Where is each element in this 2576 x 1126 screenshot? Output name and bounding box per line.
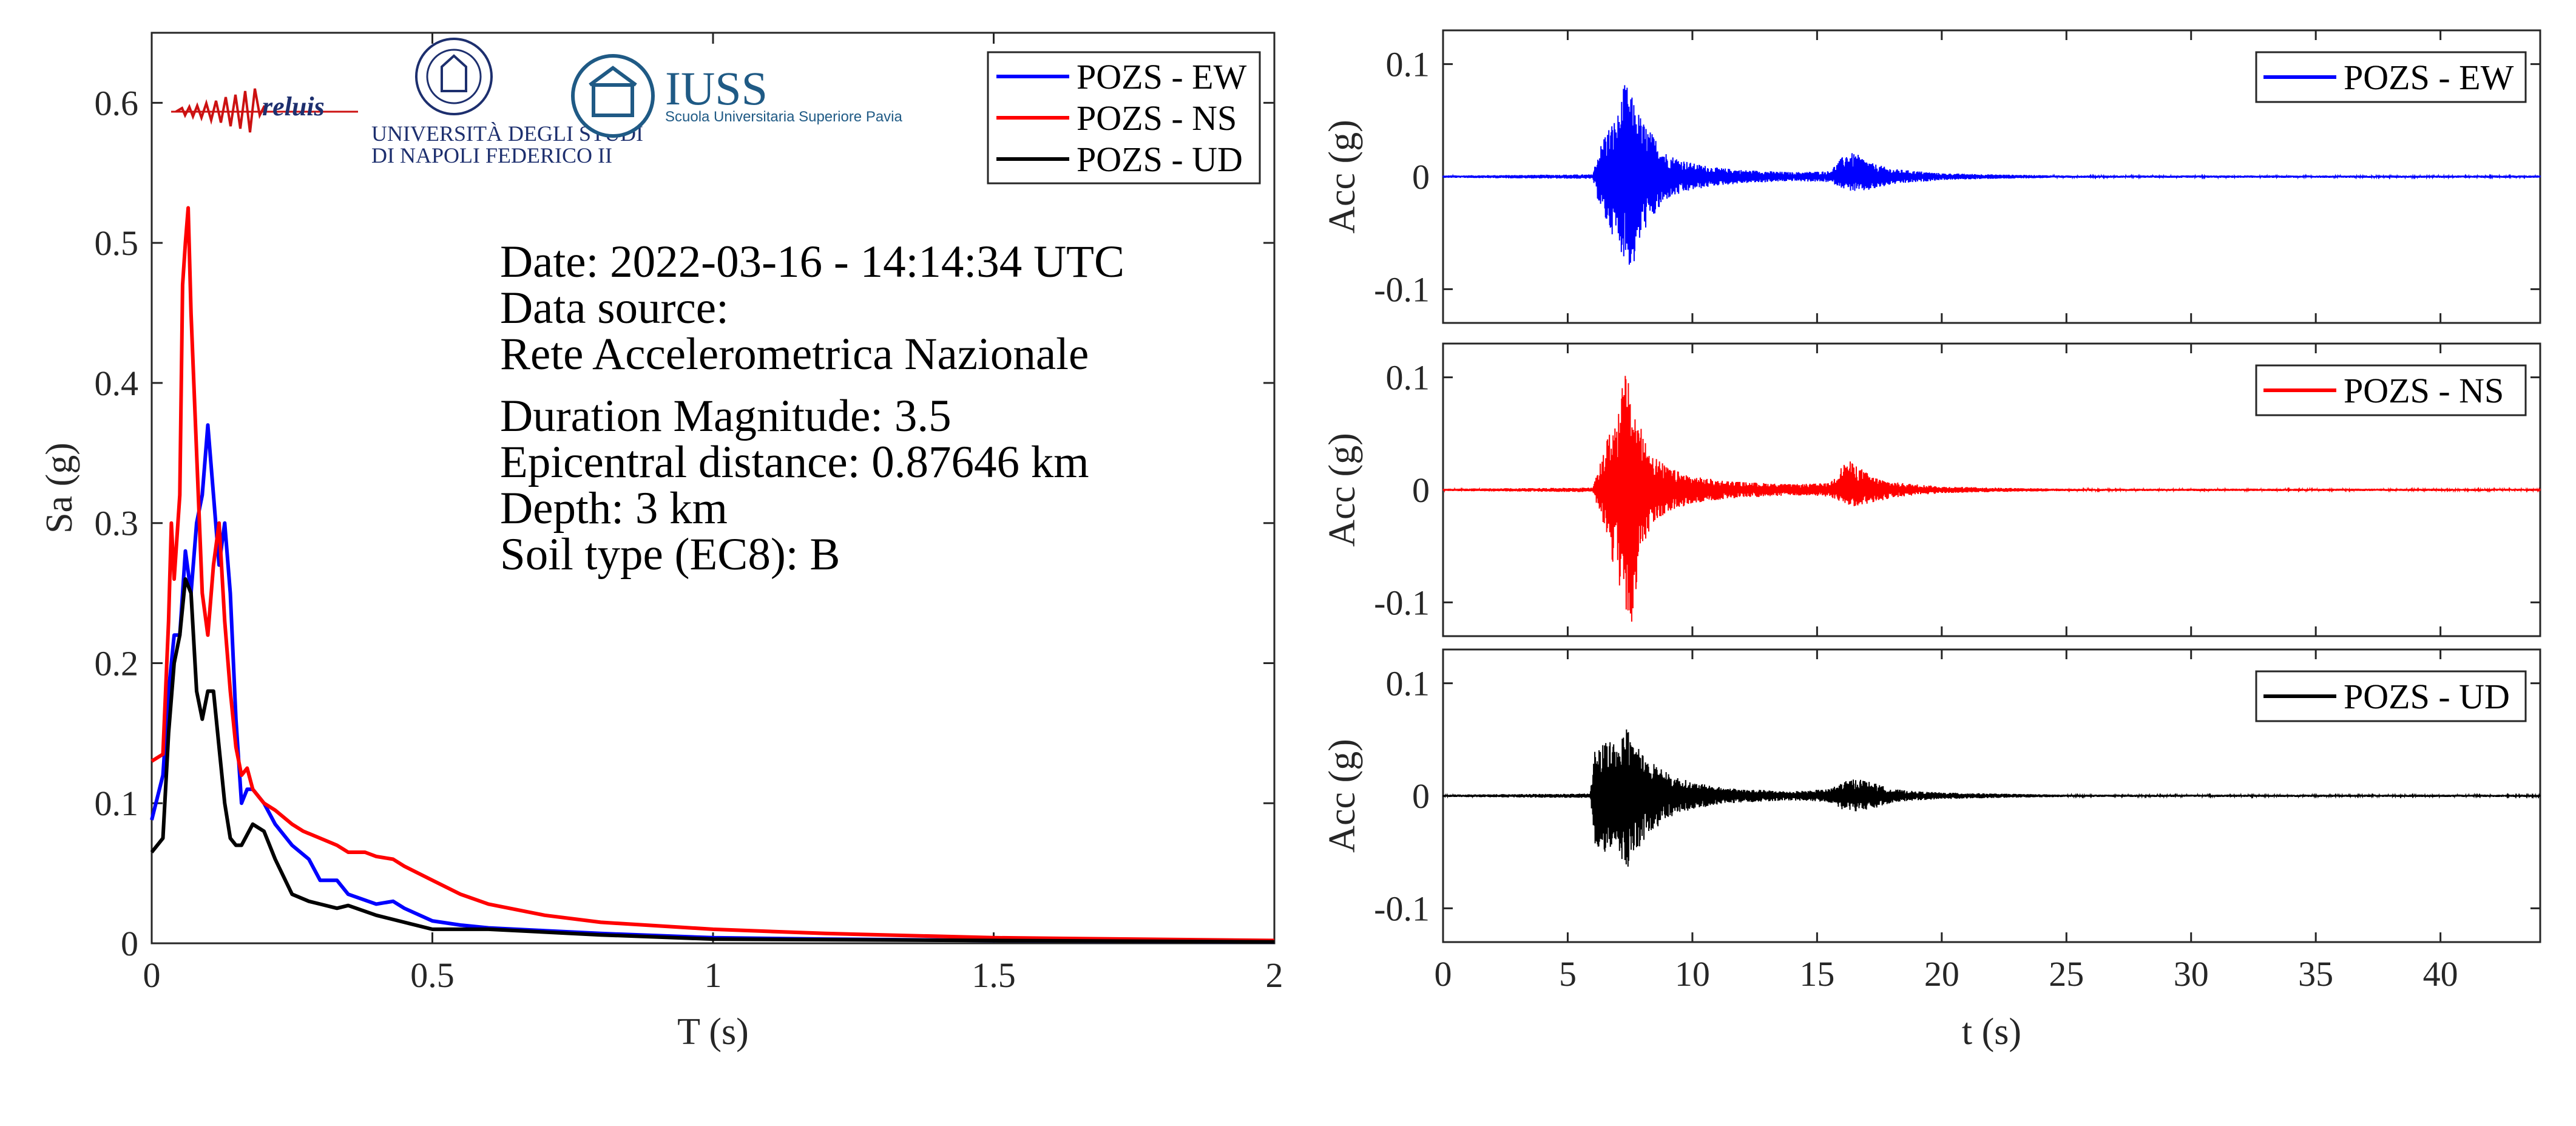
acc-ns-ytick-label: -0.1 [1374,583,1430,622]
acc-ud-xtick-label: 20 [1924,954,1959,994]
spectrum-ytick-label: 0.3 [95,504,139,543]
acc-ud-xtick-label: 35 [2298,954,2333,994]
acc-ew-ytick-label: 0.1 [1386,45,1430,84]
spectrum-xtick-label: 2 [1266,955,1283,995]
acc-ns-series [1442,376,2541,622]
spectrum-ytick-label: 0.2 [95,643,139,683]
spectrum-xtick-label: 1.5 [972,955,1016,995]
spectrum-legend-label-3: POZS - UD [1077,140,1243,179]
acc-ud-legend: POZS - UD [2255,670,2527,722]
iuss-logo-subtitle: Scuola Universitaria Superiore Pavia [665,109,903,125]
iuss-emblem-roof [589,66,637,87]
acc-ud-xtick-label: 15 [1799,954,1834,994]
iuss-logo: IUSS Scuola Universitaria Superiore Pavi… [571,54,903,138]
acc-ud-xtick-label: 40 [2423,954,2458,994]
info-depth: Depth: 3 km [500,483,728,534]
acc-ew-ytick-label: -0.1 [1374,270,1430,309]
acc-ud-legend-label: POZS - UD [2344,677,2510,716]
acc-ns-legend-label: POZS - NS [2344,371,2504,410]
info-date: Date: 2022-03-16 - 14:14:34 UTC [500,237,1124,287]
acc-ud-xtick-label: 5 [1559,954,1577,994]
spectrum-legend-label-2: POZS - NS [1077,98,1237,138]
iuss-logo-text: IUSS [665,62,768,115]
spectrum-xtick-label: 1 [705,955,722,995]
spectrum-series-line-3 [150,577,1275,944]
info-magnitude: Duration Magnitude: 3.5 [500,391,952,441]
acc-ud-ytick-label: 0.1 [1386,664,1430,704]
spectrum-panel: 0 0.5 1 1.5 200.10.20.30.40.50.6 reluis UNIV… [39,32,1283,1053]
acc-ew-legend-label: POZS - EW [2344,58,2514,97]
event-info: Date: 2022-03-16 - 14:14:34 UTC Data sou… [500,237,1124,580]
spectrum-xtick-label: 0.5 [410,955,455,995]
acc-ud-ytick-label: -0.1 [1374,889,1430,928]
info-distance: Epicentral distance: 0.87646 km [500,437,1089,487]
acc-ud-series [1442,729,2541,867]
unina-seal-inner [426,49,482,104]
acc-ew-ylabel: Acc (g) [1322,120,1363,234]
spectrum-ytick-label: 0.6 [95,83,139,123]
acc-ns-ylabel: Acc (g) [1322,433,1363,547]
spectrum-ytick-label: 0 [121,924,138,963]
info-soil: Soil type (EC8): B [500,529,840,580]
acc-ew-series-line [1442,85,2541,265]
unina-logo-line2: DI NAPOLI FEDERICO II [371,143,612,168]
acc-ns-series-line [1442,376,2541,622]
acc-ns-ytick-label: 0 [1412,470,1430,510]
acc-ew-ticks: -0.1 0 0.1 [1374,30,2540,323]
acc-ew-legend: POZS - EW [2255,51,2527,103]
acc-ud-ytick-label: 0 [1412,776,1430,816]
reluis-logo-waveform [175,88,266,133]
acc-ud-xtick-label: 25 [2049,954,2084,994]
acc-ud-xtick-label: 30 [2174,954,2209,994]
spectrum-ytick-label: 0.5 [95,223,139,263]
info-source-name: Rete Accelerometrica Nazionale [500,329,1089,379]
spectrum-series-line-2 [150,206,1275,943]
iuss-emblem-building [592,83,634,117]
acc-ud-series-line [1442,729,2541,867]
spectrum-xtick-label: 0 [143,955,161,995]
acc-ns-panel: -0.1 0 0.1 POZS - NS Acc (g) [1322,342,2541,637]
spectrum-ytick-label: 0.1 [95,784,139,823]
info-source-label: Data source: [500,283,729,333]
acc-ew-panel: -0.1 0 0.1 POZS - EW Acc (g) [1322,29,2541,324]
reluis-logo: reluis [171,88,358,133]
acc-ud-xtick-label: 10 [1675,954,1710,994]
acc-ud-ylabel: Acc (g) [1322,739,1363,853]
acc-ns-ytick-label: 0.1 [1386,358,1430,398]
acc-ud-panel: 0 5 10 15 20 25 30 35 40-0.100.1 POZS - UD Acc (… [1322,648,2541,1053]
acc-ns-legend: POZS - NS [2255,364,2527,416]
spectrum-xlabel: T (s) [677,1011,749,1053]
spectrum-ytick-label: 0.4 [95,364,139,403]
acc-ud-xlabel: t (s) [1962,1011,2021,1053]
reluis-logo-text: reluis [262,92,325,121]
acc-ud-ticks: 0 5 10 15 20 25 30 35 40-0.100.1 [1374,649,2540,994]
spectrum-series [150,206,1275,944]
unina-seal-figure [441,54,467,92]
acc-ew-series [1442,85,2541,265]
acc-ew-ytick-label: 0 [1412,157,1430,197]
spectrum-ylabel: Sa (g) [39,443,80,534]
spectrum-axes-frame [150,32,1276,945]
acc-ud-xtick-label: 0 [1435,954,1452,994]
spectrum-legend-label-1: POZS - EW [1077,57,1247,97]
